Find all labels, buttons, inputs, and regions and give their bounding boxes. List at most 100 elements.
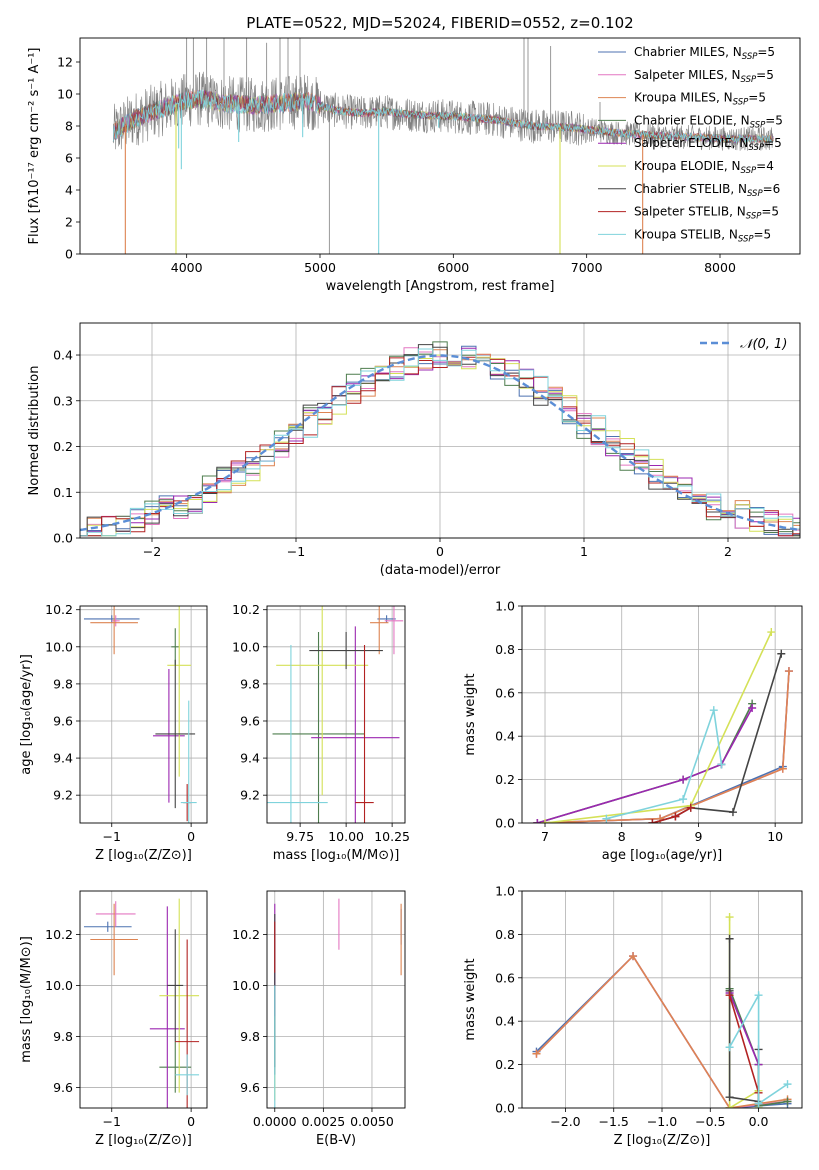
- legend-subscript: SSP: [742, 52, 758, 62]
- x-tick-label: 1: [580, 544, 588, 559]
- legend-entry: Kroupa STELIB, NSSP=5: [634, 227, 771, 244]
- errorbar-chabrier-miles: [83, 921, 132, 932]
- plot-content: [533, 628, 793, 823]
- errorbar-kroupa-stelib: [175, 1054, 200, 1096]
- axes-border: [79, 37, 801, 255]
- legend-suffix: =4: [756, 159, 774, 173]
- series-marker: [777, 649, 786, 658]
- errorbar-kroupa-miles: [90, 606, 138, 655]
- axes-border: [79, 322, 801, 539]
- series-marker: [783, 1097, 792, 1106]
- x-tick-label: 10: [767, 829, 783, 844]
- panel-residuals: −2 −1 0 1 2 0.0 0.1 0.2 0.3 0.4 (data-model)/error…: [27, 322, 801, 578]
- y-axis-label: mass weight: [463, 958, 478, 1040]
- legend-subscript: SSP: [748, 143, 764, 153]
- y-tick-label: 9.8: [53, 676, 73, 691]
- legend-text: Salpeter ELODIE, N: [634, 136, 748, 150]
- x-tick-label: 0.0: [749, 1114, 769, 1129]
- legend-suffix: =6: [763, 182, 781, 196]
- x-tick-label: −2: [143, 544, 161, 559]
- x-tick-label: 6000: [437, 260, 469, 275]
- errorbar-salpeter-stelib: [355, 644, 374, 823]
- y-axis-label: age [log₁₀(age/yr)]: [19, 654, 34, 775]
- x-axis-label: (data-model)/error: [380, 563, 501, 578]
- y-tick-label: 6: [65, 151, 73, 166]
- y-tick-label: 2: [65, 215, 73, 230]
- plot-area: [80, 606, 207, 823]
- plot-content: [80, 341, 800, 537]
- plot-content: [274, 898, 402, 1108]
- y-tick-label: 0.0: [495, 1101, 515, 1116]
- y-tick-label: 0.0: [53, 531, 73, 546]
- legend-entry: Chabrier MILES, NSSP=5: [634, 45, 775, 62]
- y-tick-label: 0.0: [495, 816, 515, 831]
- y-tick-label: 0.2: [53, 439, 73, 454]
- x-tick-label: 0.0025: [301, 1114, 345, 1129]
- series-line-salpeter-stelib: [728, 994, 760, 1094]
- panel-age_mass_weight: 7 8 9 10 0.0 0.2 0.4 0.6 0.8 1.0 age [log₁₀(age/yr…: [463, 599, 803, 863]
- errorbar-kroupa-miles: [90, 903, 138, 976]
- panel-Z_vs_age: −1 0 9.2 9.4 9.6 9.8 10.0 10.2 Z [log₁₀(Z/Z⊙)] ag…: [19, 602, 208, 863]
- series-marker: [679, 795, 688, 804]
- spectrum-legend: Chabrier MILES, NSSP=5 Salpeter MILES, NS…: [598, 45, 783, 244]
- plot-content: [112, 38, 774, 254]
- x-tick-label: 0.0050: [350, 1114, 394, 1129]
- x-tick-label: −1: [103, 829, 121, 844]
- axes-border: [79, 605, 208, 824]
- y-tick-label: 0.4: [53, 348, 73, 363]
- legend-entry: Salpeter MILES, NSSP=5: [634, 68, 774, 85]
- y-tick-label: 9.8: [240, 676, 260, 691]
- x-axis-label: Z [log₁₀(Z/Z⊙)]: [614, 1133, 711, 1148]
- errorbar-kroupa-stelib: [267, 644, 328, 823]
- errorbar-salpeter-elodie: [311, 626, 400, 823]
- legend-subscript: SSP: [747, 189, 763, 199]
- plot-area: [522, 606, 802, 823]
- y-tick-label: 9.6: [240, 713, 260, 728]
- x-axis-label: Z [log₁₀(Z/Z⊙)]: [95, 1133, 192, 1148]
- series-marker: [783, 1080, 792, 1089]
- y-axis-label: Flux [fλ10⁻¹⁷ erg cm⁻² s⁻¹ A⁻¹]: [27, 48, 42, 245]
- legend-entry: Chabrier ELODIE, NSSP=5: [634, 113, 783, 130]
- histogram-step-chabrier-stelib: [80, 344, 800, 537]
- histogram-step-kroupa-stelib: [80, 348, 800, 537]
- axes-frame: 7 8 9 10 0.0 0.2 0.4 0.6 0.8 1.0 age [log₁₀(age/yr…: [463, 599, 803, 863]
- y-tick-label: 9.8: [53, 1029, 73, 1044]
- panels: 4000 5000 6000 7000 8000024681012wavelength …: [19, 37, 803, 1148]
- y-tick-label: 0.2: [495, 772, 515, 787]
- y-tick-label: 0.1: [53, 485, 73, 500]
- normal-curve: [80, 354, 798, 532]
- series-marker: [725, 1043, 734, 1052]
- x-tick-label: 4000: [171, 260, 203, 275]
- y-tick-label: 10.2: [45, 927, 73, 942]
- x-tick-label: 0: [187, 1114, 195, 1129]
- x-tick-label: 7000: [571, 260, 603, 275]
- x-tick-label: −0.5: [695, 1114, 725, 1129]
- y-tick-label: 0.8: [495, 642, 515, 657]
- legend-subscript: SSP: [741, 166, 757, 176]
- y-axis-label: Normed distribution: [27, 366, 42, 496]
- x-tick-label: 2: [724, 544, 732, 559]
- x-tick-label: 7: [541, 829, 549, 844]
- x-tick-label: 9: [694, 829, 702, 844]
- x-tick-label: 8: [618, 829, 626, 844]
- y-tick-label: 12: [57, 55, 73, 70]
- legend-subscript: SSP: [738, 234, 754, 244]
- series-marker: [725, 1104, 734, 1108]
- y-tick-label: 9.4: [240, 751, 260, 766]
- series-marker: [748, 703, 757, 712]
- y-tick-label: 10.0: [232, 978, 260, 993]
- axes-frame: −2.0 −1.5 −1.0 −0.5 0.0 0.0 0.2 0.4 0.6 0.8 1.0 Z […: [463, 884, 803, 1148]
- y-tick-label: 10.2: [45, 602, 73, 617]
- y-tick-label: 9.6: [53, 1080, 73, 1095]
- y-tick-label: 0.2: [495, 1057, 515, 1072]
- legend-text: Kroupa STELIB, N: [634, 227, 738, 241]
- x-tick-label: 0: [436, 544, 444, 559]
- legend-subscript: SSP: [733, 98, 749, 108]
- axes-frame: −1 0 9.6 9.8 10.0 10.2 Z [log₁₀(Z/Z⊙)] mass [lo…: [19, 890, 208, 1148]
- y-tick-label: 10.0: [45, 639, 73, 654]
- errorbar-salpeter-miles: [384, 606, 404, 655]
- y-tick-label: 9.6: [240, 1080, 260, 1095]
- series-line-salpeter-elodie: [728, 992, 760, 1065]
- legend-suffix: =5: [754, 227, 772, 241]
